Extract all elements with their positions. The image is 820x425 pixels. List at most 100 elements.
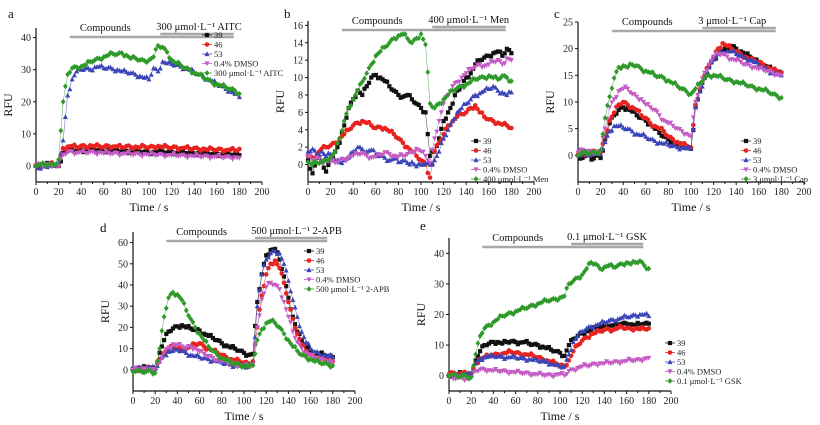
series-0-1-mol-l-gsk	[446, 258, 652, 382]
series-53	[130, 248, 336, 372]
data-point	[627, 126, 633, 132]
data-point	[697, 80, 703, 87]
series-46	[33, 142, 242, 169]
data-point	[281, 261, 287, 266]
data-point	[257, 287, 263, 293]
x-tick-label: 80	[121, 187, 131, 198]
data-point	[216, 82, 222, 88]
data-point	[219, 152, 224, 157]
x-tick-label: 60	[99, 187, 109, 198]
data-point	[614, 68, 619, 75]
x-tick-label: 120	[436, 187, 451, 198]
x-axis-title: Time / s	[402, 200, 441, 214]
data-point	[416, 148, 422, 153]
data-point	[652, 138, 658, 144]
data-point	[319, 159, 324, 165]
data-point	[670, 139, 676, 145]
data-point	[88, 147, 93, 152]
data-point	[183, 350, 189, 355]
data-point	[172, 292, 178, 299]
data-point	[434, 153, 440, 158]
data-point	[132, 71, 138, 77]
data-point	[281, 274, 287, 279]
x-tick-label: 200	[527, 187, 542, 198]
data-point	[357, 90, 363, 95]
data-point	[371, 147, 377, 153]
x-axis-title: Time / s	[541, 409, 580, 423]
data-point	[604, 319, 610, 325]
data-point	[394, 89, 399, 94]
legend-entry: 0.4% DMSO	[214, 59, 258, 69]
data-point	[378, 75, 383, 80]
data-point	[108, 64, 114, 70]
data-point	[210, 151, 215, 157]
agonist-label: 400 μmol·L⁻¹ Men	[428, 15, 510, 26]
data-point	[40, 160, 46, 166]
data-point	[425, 132, 430, 137]
data-point	[677, 146, 683, 152]
data-point	[154, 361, 160, 367]
data-point	[384, 150, 390, 156]
data-point	[623, 107, 628, 112]
data-point	[337, 135, 343, 142]
data-point	[475, 93, 480, 99]
data-point	[434, 101, 440, 108]
legend-marker	[306, 277, 312, 283]
data-point	[484, 53, 489, 58]
data-point	[497, 59, 503, 65]
data-point	[292, 335, 298, 341]
data-point	[151, 152, 157, 158]
data-point	[101, 151, 107, 157]
legend-entry: 0.4% DMSO	[677, 367, 721, 377]
data-point	[646, 321, 651, 326]
data-point	[420, 149, 426, 155]
legend-marker	[204, 70, 210, 76]
data-point	[185, 65, 190, 71]
data-point	[407, 93, 412, 98]
legend-marker	[204, 61, 210, 67]
data-point	[420, 161, 426, 167]
y-tick-label: 25	[563, 18, 573, 29]
y-tick-label: 10	[293, 73, 303, 84]
data-point	[174, 150, 179, 155]
data-point	[108, 148, 113, 153]
data-point	[192, 324, 198, 331]
data-point	[253, 323, 258, 329]
data-point	[413, 146, 419, 152]
data-point	[275, 262, 280, 267]
data-point	[758, 86, 764, 93]
x-tick-label: 160	[751, 187, 766, 198]
data-point	[654, 109, 660, 115]
data-point	[146, 152, 152, 158]
data-point	[292, 343, 298, 350]
data-point	[341, 118, 347, 124]
x-tick-label: 200	[255, 187, 270, 198]
data-point	[255, 299, 260, 305]
legend-entry: 39	[753, 136, 762, 146]
data-point	[62, 114, 68, 120]
y-tick-label: 16	[293, 21, 303, 32]
data-point	[637, 357, 643, 363]
data-point	[398, 159, 404, 165]
data-point	[477, 349, 483, 354]
data-point	[299, 346, 305, 352]
data-point	[695, 92, 701, 98]
data-point	[292, 322, 298, 327]
legend-entry: 39	[214, 30, 223, 40]
data-point	[657, 130, 662, 136]
data-point	[472, 65, 478, 70]
data-point	[475, 76, 480, 83]
data-point	[196, 151, 201, 156]
data-point	[577, 275, 583, 281]
data-point	[257, 330, 262, 337]
data-point	[593, 326, 598, 331]
data-point	[268, 247, 273, 253]
data-point	[436, 136, 442, 141]
data-point	[493, 50, 498, 55]
y-tick-label: 6	[298, 108, 303, 119]
data-point	[495, 58, 501, 63]
data-point	[531, 342, 536, 347]
data-point	[78, 63, 84, 70]
data-point	[468, 374, 474, 381]
data-point	[161, 313, 167, 320]
